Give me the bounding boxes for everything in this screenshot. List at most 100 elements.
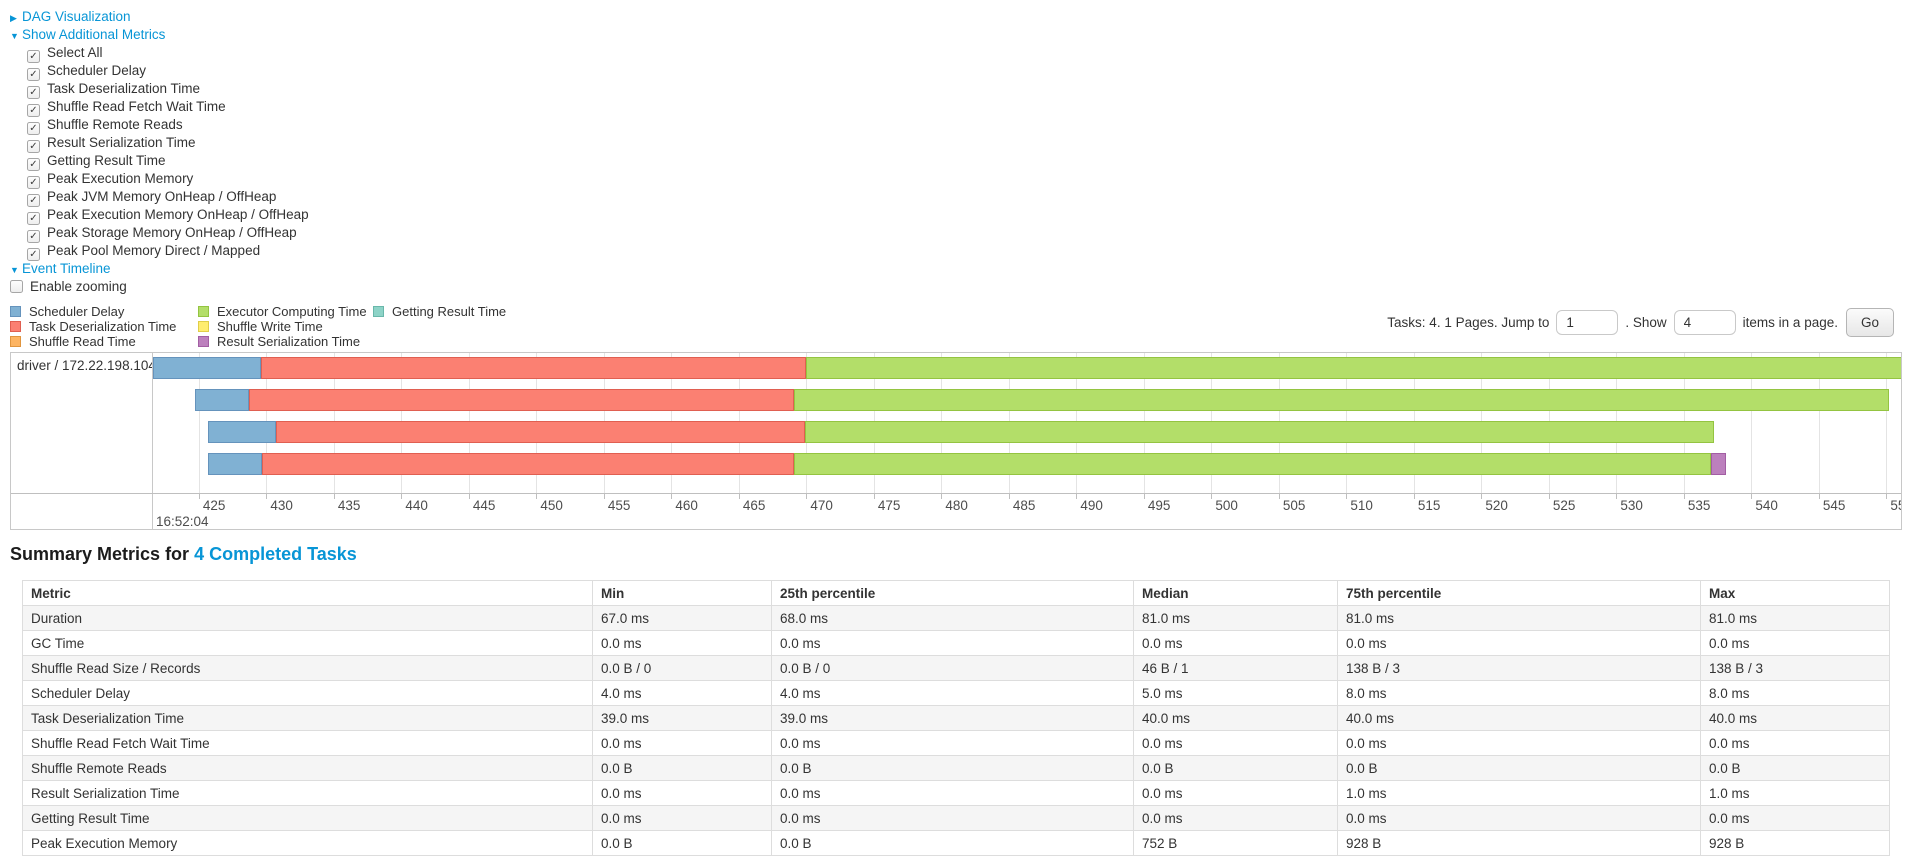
checkbox-checked-icon[interactable]: ✓ [27,248,40,261]
metric-checkbox-row[interactable]: ✓ Peak Storage Memory OnHeap / OffHeap [10,224,1907,243]
table-row: Shuffle Read Fetch Wait Time 0.0 ms 0.0 ms… [22,730,1890,756]
axis-major-time-label: 16:52:04 [156,514,209,529]
metric-value-cell: 1.0 ms [1337,780,1701,806]
enable-zooming-checkbox[interactable] [10,280,23,293]
task-bar-scheduler-delay[interactable] [153,357,261,379]
axis-tick-label: 530 [1620,498,1643,513]
metric-value-cell: 0.0 B / 0 [771,655,1134,681]
shuffle-read-swatch-icon [10,336,21,347]
metric-checkbox-label: Scheduler Delay [47,63,147,78]
metric-value-cell: 4.0 ms [592,680,772,706]
task-bar-result-serialization[interactable] [1710,453,1726,475]
tick-mark [1751,494,1753,499]
gridline [1818,353,1820,493]
task-bar-task-deserialization[interactable] [275,421,806,443]
tasks-pages-text: Tasks: 4. 1 Pages. Jump to [1387,314,1550,330]
task-bar-scheduler-delay[interactable] [208,453,263,475]
task-bar-scheduler-delay[interactable] [194,389,249,411]
tick-mark [536,494,538,499]
task-bar-executor-computing[interactable] [806,357,1901,379]
task-bar-executor-computing[interactable] [794,453,1711,475]
checkbox-checked-icon[interactable]: ✓ [27,212,40,225]
metric-value-cell: 39.0 ms [592,705,772,731]
metric-checkbox-label: Peak JVM Memory OnHeap / OffHeap [47,189,277,204]
metric-checkbox-row[interactable]: ✓ Peak Pool Memory Direct / Mapped [10,242,1907,261]
task-bar-executor-computing[interactable] [805,421,1714,443]
metric-name-cell: Shuffle Read Fetch Wait Time [22,730,593,756]
task-bar-task-deserialization[interactable] [248,389,795,411]
summary-metrics-table: Metric Min 25th percentile Median 75th perce… [22,580,1890,856]
checkbox-checked-icon[interactable]: ✓ [27,104,40,117]
column-header: 75th percentile [1337,580,1701,606]
checkbox-checked-icon[interactable]: ✓ [27,122,40,135]
checkbox-checked-icon[interactable]: ✓ [27,50,40,63]
metric-value-cell: 1.0 ms [1700,780,1890,806]
metric-checkbox-row[interactable]: ✓ Shuffle Remote Reads [10,116,1907,135]
completed-tasks-link[interactable]: 4 Completed Tasks [194,544,357,564]
event-timeline-chart: driver / 172.22.198.104 425 430 435 440 445 4… [10,352,1902,530]
checkbox-checked-icon[interactable]: ✓ [27,68,40,81]
metric-checkbox-row[interactable]: ✓ Task Deserialization Time [10,80,1907,99]
metric-value-cell: 0.0 ms [592,805,772,831]
checkbox-checked-icon[interactable]: ✓ [27,194,40,207]
axis-tick-label: 435 [337,498,361,513]
metric-value-cell: 81.0 ms [1700,605,1890,631]
tick-mark [873,494,875,499]
metric-checkbox-list: ✓ Select All ✓ Scheduler Delay ✓ Task Deseria… [10,44,1907,261]
checkbox-checked-icon[interactable]: ✓ [27,176,40,189]
axis-tick-label: 455 [607,498,631,513]
show-additional-metrics-toggle[interactable]: ▼ Show Additional Metrics [10,26,1907,44]
metric-checkbox-row[interactable]: ✓ Peak Execution Memory [10,170,1907,189]
metric-checkbox-label: Task Deserialization Time [47,81,201,96]
metric-checkbox-row[interactable]: ✓ Result Serialization Time [10,134,1907,153]
task-bar-task-deserialization[interactable] [262,453,795,475]
metric-value-cell: 0.0 ms [771,805,1134,831]
show-additional-metrics-label: Show Additional Metrics [22,27,166,42]
metric-value-cell: 39.0 ms [771,705,1134,731]
metric-checkbox-row[interactable]: ✓ Shuffle Read Fetch Wait Time [10,98,1907,117]
task-bar-task-deserialization[interactable] [261,357,807,379]
enable-zooming-row[interactable]: Enable zooming [10,278,1907,296]
metric-value-cell: 0.0 B [771,755,1134,781]
timeline-row-labels: driver / 172.22.198.104 [11,353,153,529]
task-bar-scheduler-delay[interactable] [208,421,276,443]
metric-checkbox-row[interactable]: ✓ Getting Result Time [10,152,1907,171]
checkbox-checked-icon[interactable]: ✓ [27,86,40,99]
dag-visualization-toggle[interactable]: ▶ DAG Visualization [10,8,1907,26]
table-row: Getting Result Time 0.0 ms 0.0 ms 0.0 ms 0.0… [22,805,1890,831]
checkbox-checked-icon[interactable]: ✓ [27,140,40,153]
timeline-plot-area[interactable]: 425 430 435 440 445 450 455 460 465 470 475 480 485 4… [153,353,1901,529]
axis-tick-label: 535 [1687,498,1711,513]
axis-tick-label: 440 [405,498,428,513]
metric-value-cell: 40.0 ms [1133,705,1338,731]
column-header: Max [1700,580,1890,606]
metric-checkbox-label: Peak Storage Memory OnHeap / OffHeap [47,225,297,240]
metric-name-cell: Duration [22,605,593,631]
metric-name-cell: Task Deserialization Time [22,705,593,731]
table-row: Shuffle Read Size / Records 0.0 B / 0 0.0 … [22,655,1890,681]
event-timeline-toggle[interactable]: ▼ Event Timeline [10,260,1907,278]
jump-to-page-input[interactable] [1556,309,1619,335]
metric-value-cell: 0.0 ms [1700,630,1890,656]
metric-value-cell: 8.0 ms [1337,680,1701,706]
metric-checkbox-row[interactable]: ✓ Scheduler Delay [10,62,1907,81]
metric-checkbox-row[interactable]: ✓ Peak Execution Memory OnHeap / OffHeap [10,206,1907,225]
checkbox-checked-icon[interactable]: ✓ [27,158,40,171]
metric-name-cell: Peak Execution Memory [22,830,593,856]
tick-mark [1143,494,1145,499]
legend-item: Executor Computing Time [198,304,373,319]
metric-value-cell: 0.0 ms [1337,630,1701,656]
checkbox-checked-icon[interactable]: ✓ [27,230,40,243]
axis-tick-label: 510 [1350,498,1373,513]
metric-checkbox-row[interactable]: ✓ Select All [10,44,1907,63]
go-button[interactable]: Go [1845,307,1894,337]
metric-checkbox-row[interactable]: ✓ Peak JVM Memory OnHeap / OffHeap [10,188,1907,207]
task-bar-executor-computing[interactable] [794,389,1890,411]
metric-value-cell: 0.0 B / 0 [592,655,772,681]
column-header: Median [1133,580,1338,606]
items-per-page-input[interactable] [1673,309,1736,335]
axis-tick-label: 520 [1485,498,1508,513]
axis-tick-label: 505 [1282,498,1306,513]
tick-mark [401,494,403,499]
column-header: Metric [22,580,593,606]
